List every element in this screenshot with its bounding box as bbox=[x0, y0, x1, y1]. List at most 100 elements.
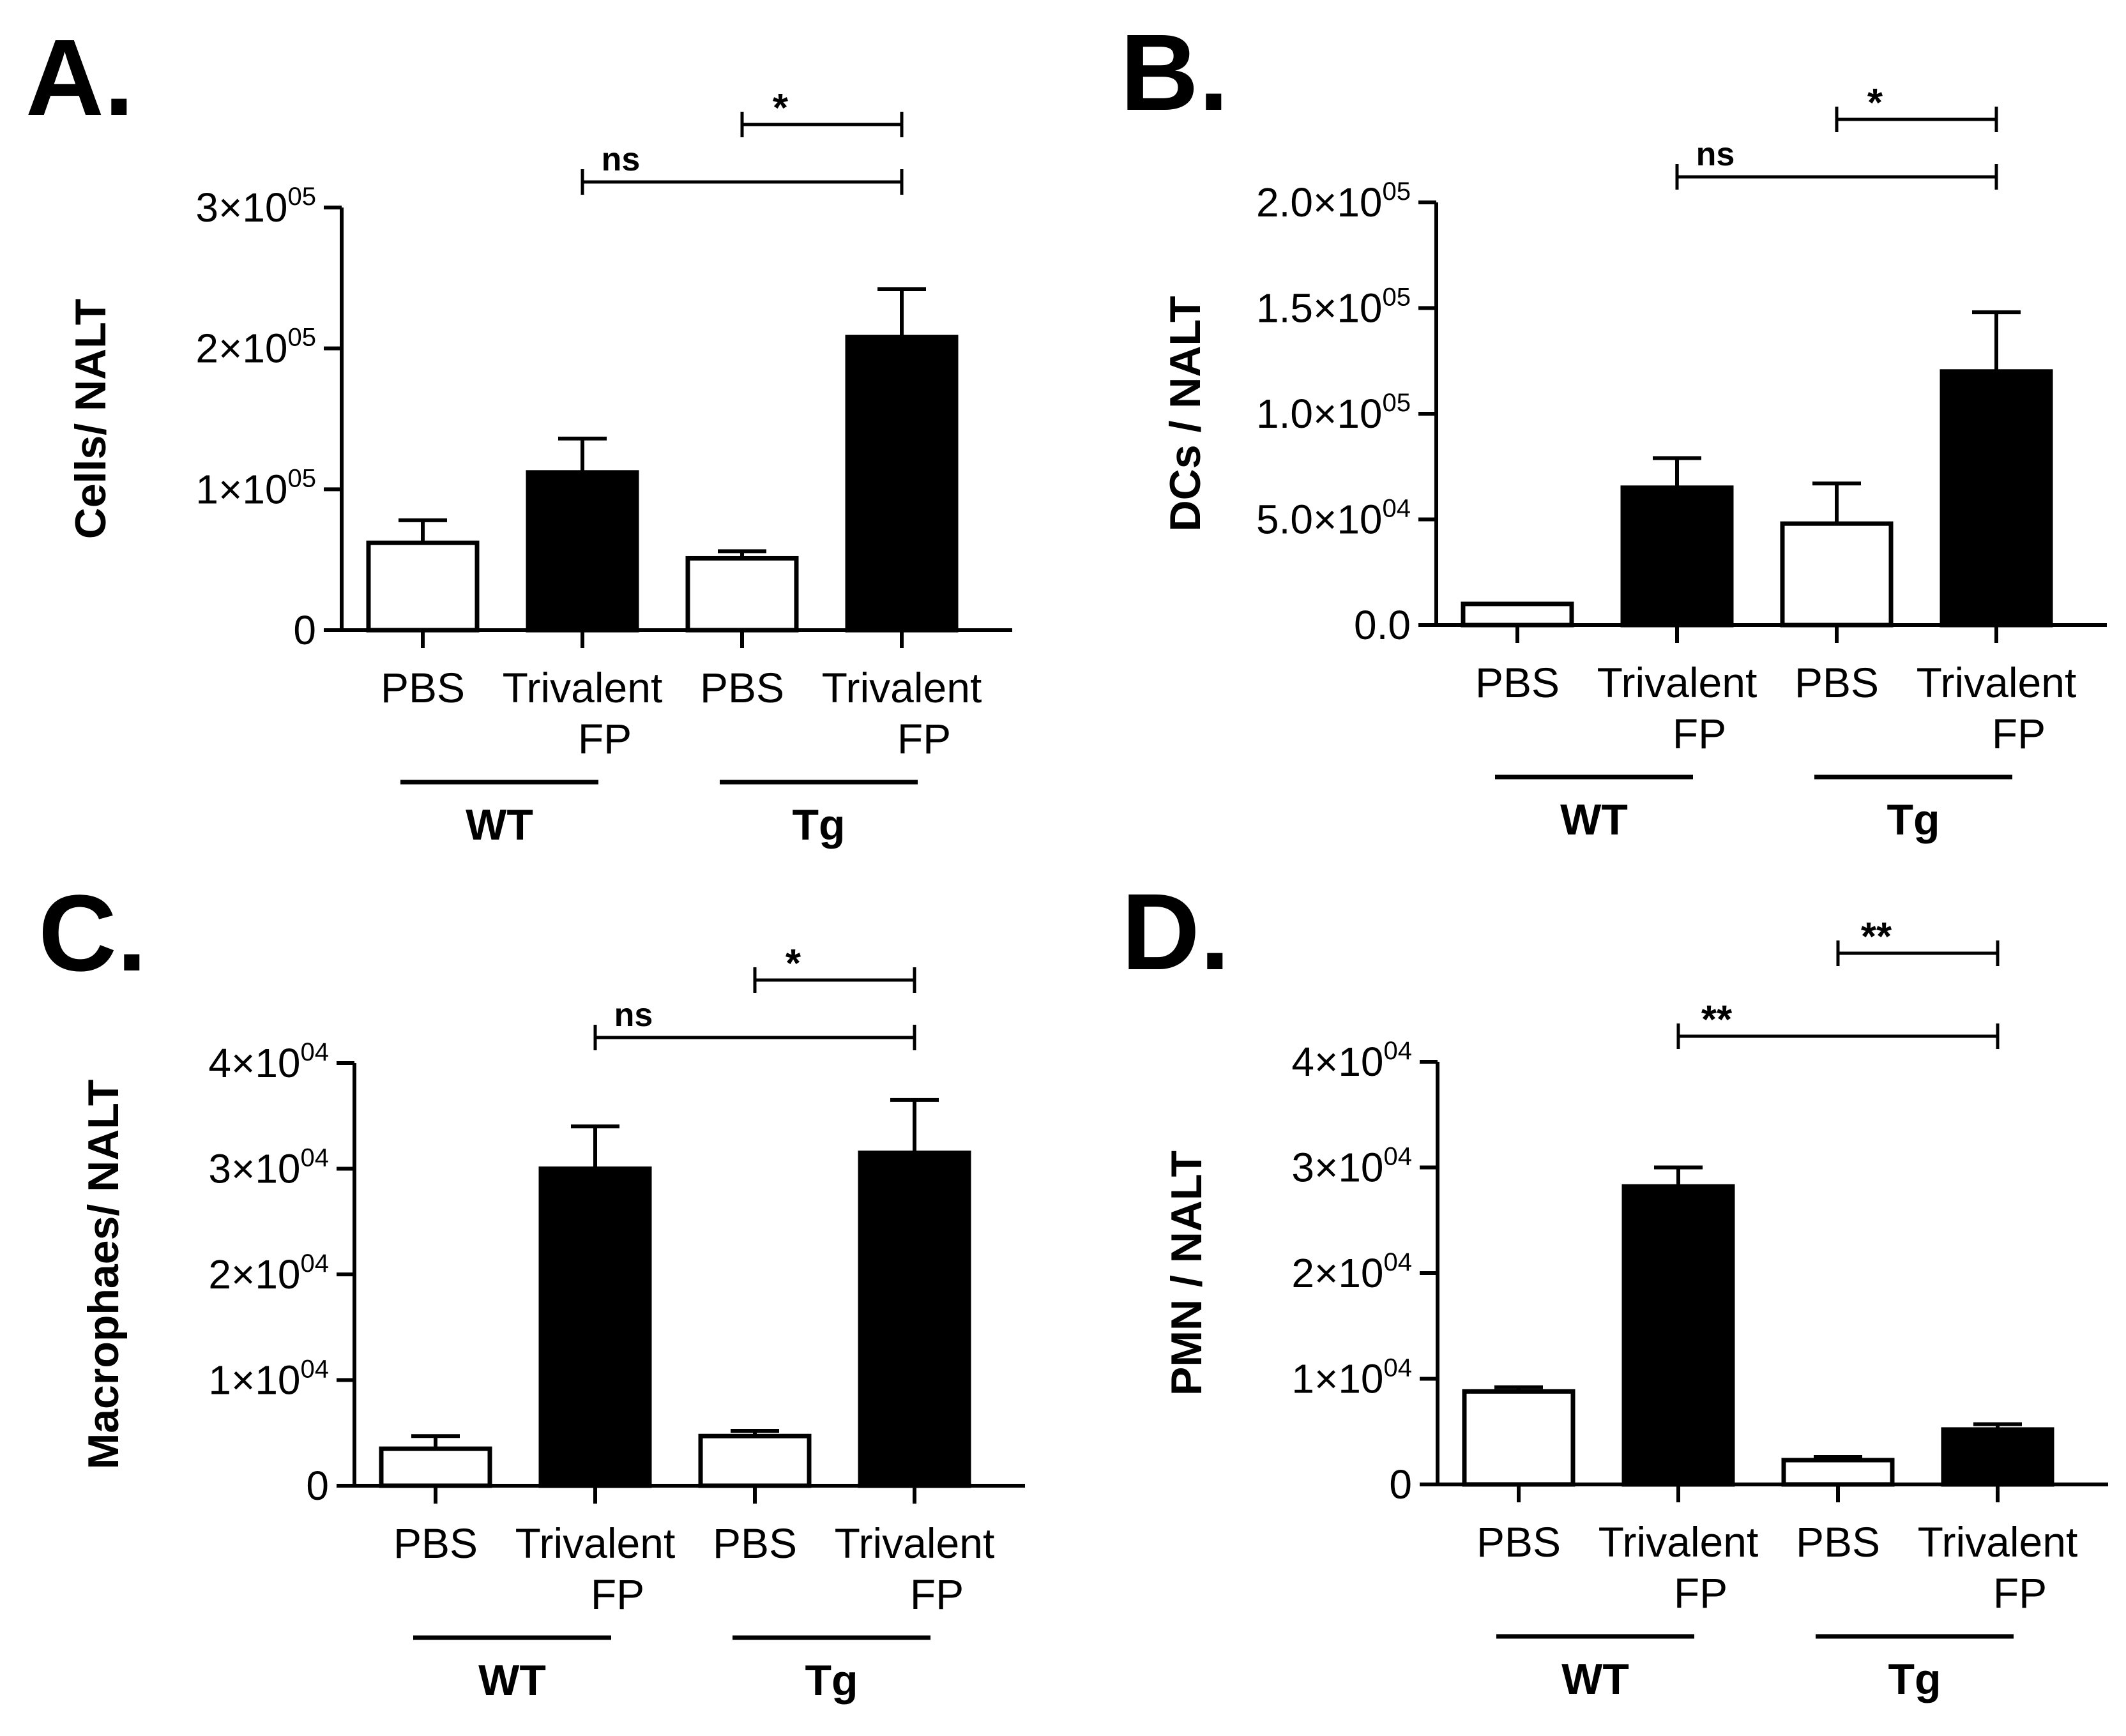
y-tick-label: 1×1004 bbox=[1291, 1354, 1412, 1402]
y-tick-exponent: 04 bbox=[301, 1355, 330, 1384]
x-tick-label-line2: FP bbox=[897, 715, 951, 762]
significance-label: * bbox=[773, 86, 789, 130]
y-tick-mantissa: 4×10 bbox=[208, 1040, 300, 1086]
significance-label: ns bbox=[614, 997, 653, 1034]
y-tick-label: 0.0 bbox=[1354, 602, 1411, 648]
panel-b: B.DCs / NALT0.05.0×10041.0×10051.5×10052… bbox=[1120, 12, 2107, 844]
bar bbox=[366, 540, 480, 633]
panel-letter: C. bbox=[38, 873, 147, 994]
x-tick-label: PBS bbox=[393, 1520, 478, 1567]
y-tick-exponent: 05 bbox=[288, 324, 317, 352]
y-tick-mantissa: 0 bbox=[1389, 1461, 1412, 1507]
y-tick-label: 5.0×1004 bbox=[1256, 495, 1411, 543]
y-axis-label: DCs / NALT bbox=[1161, 296, 1210, 532]
bar bbox=[1621, 1184, 1735, 1487]
x-tick-label-line2: FP bbox=[910, 1571, 964, 1618]
y-tick-label: 3×1005 bbox=[195, 183, 316, 230]
panel-letter: D. bbox=[1121, 872, 1230, 993]
x-tick-label: Trivalent bbox=[1917, 659, 2077, 706]
y-tick-label: 1×1005 bbox=[195, 464, 316, 512]
x-tick-label: PBS bbox=[1795, 659, 1879, 706]
y-tick-label: 2.0×1005 bbox=[1256, 177, 1411, 225]
y-tick-exponent: 04 bbox=[1384, 1248, 1413, 1276]
x-tick-label: PBS bbox=[700, 664, 784, 711]
x-tick-label-line2: FP bbox=[1993, 1569, 2047, 1617]
group-label: WT bbox=[1561, 1655, 1629, 1703]
panel-letter: B. bbox=[1120, 12, 1229, 133]
y-tick-exponent: 04 bbox=[301, 1144, 330, 1172]
y-tick-exponent: 04 bbox=[301, 1249, 330, 1278]
bar bbox=[538, 1166, 652, 1488]
y-tick-mantissa: 5.0×10 bbox=[1256, 497, 1383, 543]
x-tick-label: Trivalent bbox=[1918, 1518, 2078, 1566]
y-tick-exponent: 05 bbox=[1383, 283, 1411, 312]
bar bbox=[1461, 601, 1574, 628]
y-tick-exponent: 04 bbox=[301, 1038, 330, 1066]
y-axis-label: PMN / NALT bbox=[1162, 1151, 1211, 1396]
panel-c: C.Macrophaes/ NALT01×10042×10043×10044×1… bbox=[38, 873, 1025, 1705]
bar bbox=[1780, 521, 1894, 628]
y-tick-exponent: 04 bbox=[1384, 1143, 1413, 1171]
x-tick-label-line2: FP bbox=[1674, 1569, 1727, 1617]
significance-label: ns bbox=[602, 141, 641, 178]
y-tick-exponent: 05 bbox=[288, 183, 317, 211]
bar bbox=[1462, 1389, 1576, 1487]
x-tick-label-line2: FP bbox=[1673, 710, 1726, 757]
x-tick-label: PBS bbox=[381, 664, 465, 711]
y-tick-mantissa: 2×10 bbox=[208, 1251, 300, 1297]
group-label: Tg bbox=[1888, 1655, 1941, 1703]
significance-label: ns bbox=[1696, 136, 1735, 173]
y-tick-mantissa: 3×10 bbox=[195, 185, 287, 230]
y-tick-mantissa: 1.5×10 bbox=[1256, 285, 1383, 331]
y-tick-label: 4×1004 bbox=[1291, 1037, 1412, 1085]
y-tick-exponent: 04 bbox=[1383, 495, 1411, 523]
y-tick-exponent: 05 bbox=[288, 464, 317, 492]
y-tick-mantissa: 2×10 bbox=[195, 326, 287, 372]
y-tick-exponent: 04 bbox=[1384, 1354, 1413, 1382]
y-tick-label: 3×1004 bbox=[208, 1144, 329, 1192]
y-tick-label: 2×1004 bbox=[208, 1249, 329, 1297]
y-tick-label: 2×1005 bbox=[195, 324, 316, 372]
x-tick-label-line2: FP bbox=[1992, 710, 2046, 757]
y-tick-mantissa: 2×10 bbox=[1291, 1250, 1383, 1296]
x-tick-label: Trivalent bbox=[1598, 1518, 1759, 1566]
y-tick-mantissa: 1×10 bbox=[195, 466, 287, 512]
bar bbox=[845, 335, 959, 633]
bar bbox=[1781, 1458, 1895, 1487]
panel-d: D.PMN / NALT01×10042×10043×10044×1004PBS… bbox=[1121, 872, 2108, 1703]
y-tick-mantissa: 2.0×10 bbox=[1256, 179, 1383, 225]
group-label: WT bbox=[466, 801, 533, 849]
bar bbox=[858, 1151, 971, 1488]
x-tick-label: PBS bbox=[713, 1520, 797, 1567]
y-tick-label: 1.5×1005 bbox=[1256, 283, 1411, 331]
group-label: Tg bbox=[805, 1656, 858, 1705]
y-tick-label: 1×1004 bbox=[208, 1355, 329, 1403]
group-label: Tg bbox=[1887, 796, 1940, 844]
bar bbox=[685, 555, 799, 633]
y-tick-mantissa: 0.0 bbox=[1354, 602, 1411, 648]
y-tick-exponent: 05 bbox=[1383, 389, 1411, 417]
significance-label: ** bbox=[1861, 915, 1892, 959]
x-tick-label: Trivalent bbox=[1597, 659, 1758, 706]
bar bbox=[1941, 1427, 2054, 1487]
bar bbox=[379, 1446, 492, 1488]
y-tick-exponent: 05 bbox=[1383, 177, 1411, 206]
x-tick-label-line2: FP bbox=[591, 1571, 644, 1618]
x-tick-label-line2: FP bbox=[578, 715, 632, 762]
y-tick-mantissa: 0 bbox=[293, 607, 316, 653]
significance-label: * bbox=[1867, 81, 1883, 125]
y-tick-mantissa: 4×10 bbox=[1291, 1039, 1383, 1085]
bar bbox=[526, 470, 639, 633]
y-tick-label: 2×1004 bbox=[1291, 1248, 1412, 1296]
y-axis-label: Cells/ NALT bbox=[66, 299, 115, 540]
y-tick-label: 0 bbox=[306, 1463, 329, 1509]
significance-label: ** bbox=[1701, 998, 1733, 1042]
x-tick-label: PBS bbox=[1477, 1518, 1561, 1566]
group-label: Tg bbox=[792, 801, 845, 849]
group-label: WT bbox=[1560, 796, 1628, 844]
y-tick-mantissa: 1×10 bbox=[208, 1357, 300, 1403]
y-tick-label: 4×1004 bbox=[208, 1038, 329, 1086]
bar bbox=[698, 1433, 812, 1488]
